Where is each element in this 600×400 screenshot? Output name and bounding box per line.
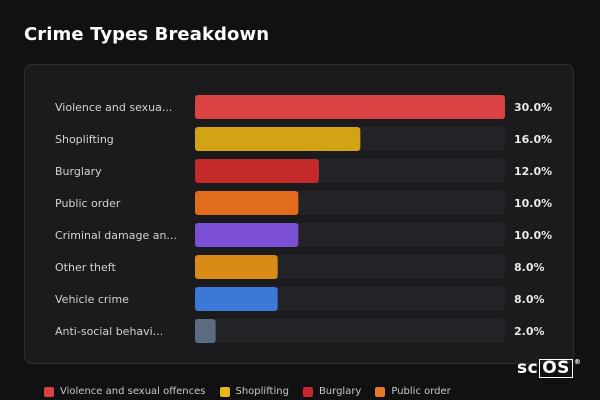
bar-value-label: 30.0% (514, 101, 552, 114)
scos-logo: sc OS ® (517, 358, 581, 378)
bar-category-label: Vehicle crime (55, 293, 129, 306)
bar-category-label: Other theft (55, 261, 116, 274)
bar-value-label: 16.0% (514, 133, 552, 146)
legend-item[interactable]: Public order (375, 386, 451, 397)
bar-value-label: 10.0% (514, 197, 552, 210)
bar-value-label: 2.0% (514, 325, 545, 338)
bar-category-label: Anti-social behavi... (55, 325, 163, 338)
logo-reg-mark: ® (573, 358, 582, 366)
legend-swatch (44, 386, 54, 397)
bar-value-label: 12.0% (514, 165, 552, 178)
bar[interactable] (195, 127, 361, 151)
legend-label: Burglary (318, 386, 362, 397)
logo-boxed: OS (539, 358, 573, 378)
bar[interactable] (195, 95, 505, 119)
legend-swatch (219, 386, 230, 397)
bar[interactable] (195, 191, 299, 215)
legend-item[interactable]: Burglary (302, 386, 362, 397)
bar-value-label: 8.0% (514, 293, 545, 306)
legend-label: Violence and sexual offences (60, 386, 206, 397)
logo-prefix: sc (517, 358, 539, 378)
bar[interactable] (195, 159, 319, 183)
bar-category-label: Public order (55, 197, 121, 210)
legend-label: Shoplifting (235, 386, 289, 397)
legend-swatch (302, 386, 313, 397)
legend-item[interactable]: Violence and sexual offences (44, 386, 206, 397)
bar[interactable] (195, 287, 278, 311)
bar-value-label: 10.0% (514, 229, 552, 242)
bar[interactable] (195, 255, 278, 279)
bar-category-label: Shoplifting (55, 133, 114, 146)
bar-category-label: Criminal damage an... (55, 229, 177, 242)
legend-swatch (375, 386, 386, 397)
bar-category-label: Burglary (55, 165, 102, 178)
bar-track (195, 319, 505, 343)
chart-title: Crime Types Breakdown (24, 24, 270, 45)
bar[interactable] (195, 223, 299, 247)
legend-item[interactable]: Shoplifting (219, 386, 289, 397)
bar-value-label: 8.0% (514, 261, 545, 274)
legend-label: Public order (391, 386, 451, 397)
bar-category-label: Violence and sexua... (55, 101, 172, 114)
bar[interactable] (195, 319, 216, 343)
chart-legend: Violence and sexual offences Shoplifting B… (44, 386, 451, 397)
